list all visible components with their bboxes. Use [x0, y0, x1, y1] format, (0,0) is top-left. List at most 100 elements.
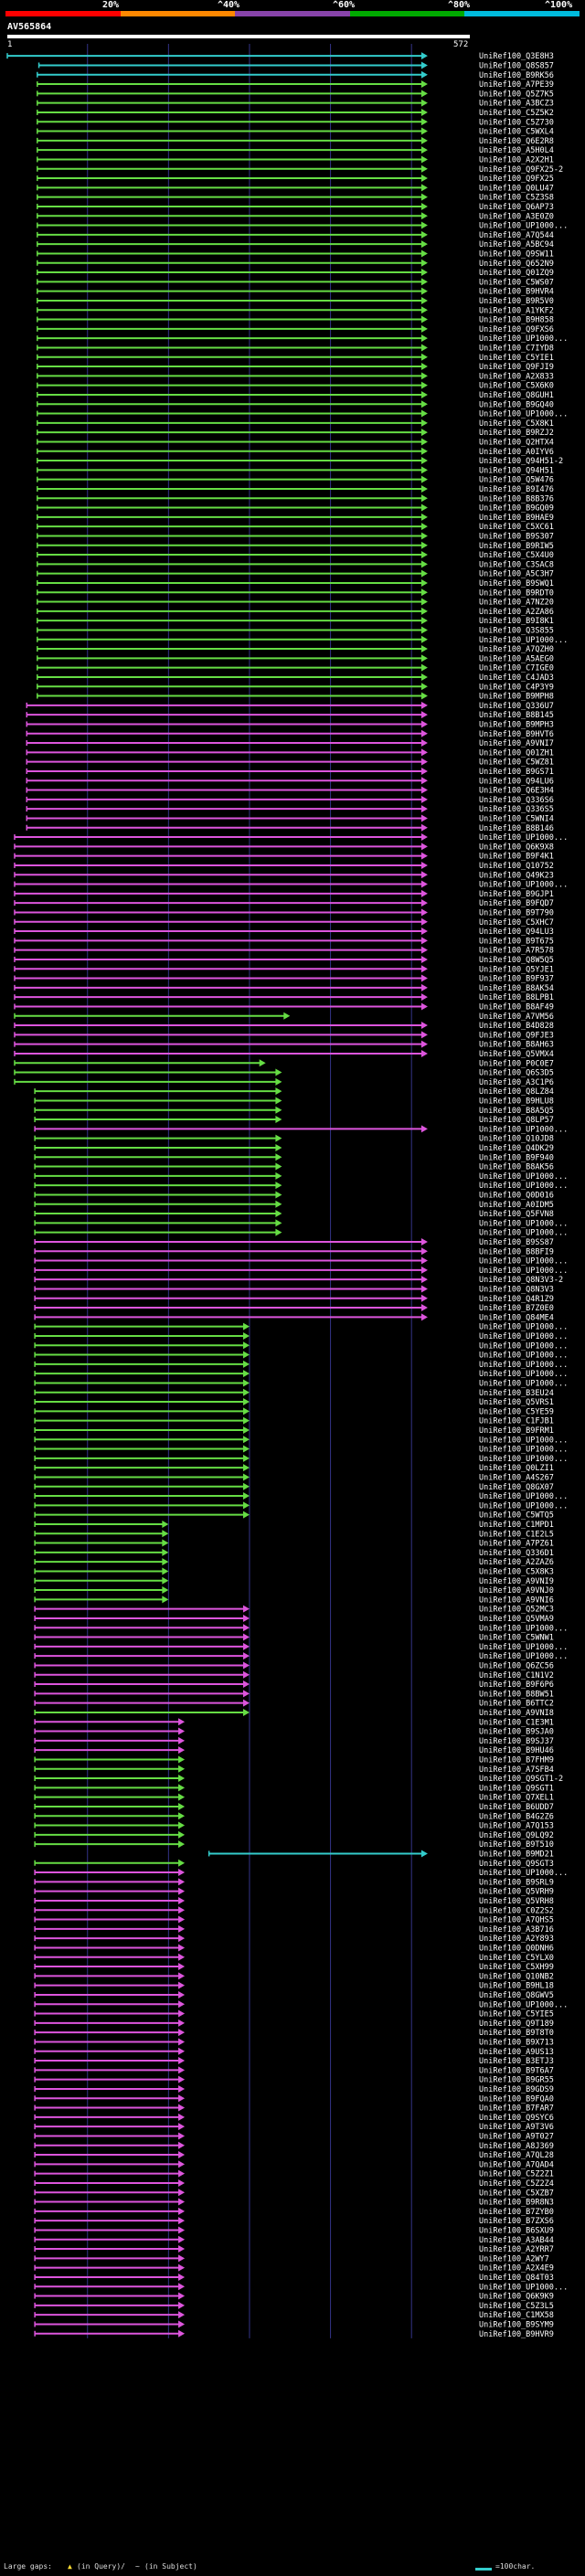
hit-label[interactable]: UniRef100_C5Z5K2	[479, 109, 554, 118]
hit-label[interactable]: UniRef100_A2Y893	[479, 1935, 554, 1944]
hit-label[interactable]: UniRef100_Q652N9	[479, 260, 554, 269]
hit-row[interactable]: UniRef100_B9SYM9	[34, 2320, 554, 2329]
hit-row[interactable]: UniRef100_C5YIE5	[34, 2009, 554, 2019]
hit-label[interactable]: UniRef100_C5X8K3	[479, 1567, 554, 1576]
hit-row[interactable]: UniRef100_C5YE59	[34, 1407, 554, 1416]
hit-row[interactable]: UniRef100_A7PE39	[37, 80, 554, 90]
hit-row[interactable]: UniRef100_Q94H51-2	[37, 457, 563, 466]
hit-row[interactable]: UniRef100_C5XC61	[37, 523, 554, 532]
hit-row[interactable]: UniRef100_Q8LZ84	[34, 1087, 554, 1097]
hit-row[interactable]: UniRef100_UP1000...	[34, 1869, 568, 1878]
hit-label[interactable]: UniRef100_C5Z3S8	[479, 194, 554, 203]
hit-row[interactable]: UniRef100_A7QHS5	[34, 1915, 554, 1925]
hit-label[interactable]: UniRef100_C5XC61	[479, 523, 554, 532]
hit-label[interactable]: UniRef100_Q4DK29	[479, 1144, 554, 1153]
hit-label[interactable]: UniRef100_UP1000...	[479, 1643, 568, 1652]
hit-row[interactable]: UniRef100_B8LPB1	[14, 993, 554, 1002]
hit-row[interactable]: UniRef100_Q5YJE1	[14, 965, 554, 974]
hit-label[interactable]: UniRef100_B7Z0E0	[479, 1304, 554, 1313]
hit-label[interactable]: UniRef100_B9HU46	[479, 1746, 554, 1755]
hit-row[interactable]: UniRef100_B7Z0E0	[34, 1304, 554, 1313]
hit-row[interactable]: UniRef100_Q5FVN8	[34, 1210, 554, 1219]
hit-label[interactable]: UniRef100_B8AF49	[479, 1002, 554, 1012]
hit-row[interactable]: UniRef100_C5Z730	[37, 118, 554, 127]
hit-label[interactable]: UniRef100_A0IDM5	[479, 1201, 554, 1210]
hit-row[interactable]: UniRef100_Q0LZI1	[34, 1464, 554, 1473]
hit-row[interactable]: UniRef100_B8B146	[26, 823, 554, 833]
hit-row[interactable]: UniRef100_UP1000...	[34, 1379, 568, 1388]
hit-label[interactable]: UniRef100_A7Q544	[479, 231, 554, 240]
hit-row[interactable]: UniRef100_B6UDD7	[34, 1802, 554, 1812]
hit-row[interactable]: UniRef100_Q8GWV5	[34, 1990, 554, 2000]
hit-row[interactable]: UniRef100_B9RZJ2	[37, 429, 554, 438]
hit-row[interactable]: UniRef100_Q84ME4	[34, 1313, 554, 1322]
hit-label[interactable]: UniRef100_B8B145	[479, 711, 554, 720]
hit-row[interactable]: UniRef100_B4D828	[14, 1022, 554, 1031]
hit-label[interactable]: UniRef100_UP1000...	[479, 334, 568, 344]
hit-row[interactable]: UniRef100_B9HVT6	[26, 729, 554, 739]
hit-label[interactable]: UniRef100_UP1000...	[479, 1455, 568, 1464]
hit-row[interactable]: UniRef100_B7ZYB0	[34, 2207, 554, 2217]
hit-label[interactable]: UniRef100_B9FRM1	[479, 1426, 554, 1436]
hit-row[interactable]: UniRef100_B8BFI9	[34, 1247, 554, 1256]
hit-label[interactable]: UniRef100_UP1000...	[479, 2000, 568, 2009]
hit-label[interactable]: UniRef100_A9VNJ0	[479, 1586, 554, 1595]
hit-row[interactable]: UniRef100_Q6K9K9	[34, 2292, 554, 2302]
hit-row[interactable]: UniRef100_Q6AP73	[37, 202, 554, 212]
hit-label[interactable]: UniRef100_Q0LU47	[479, 184, 554, 193]
hit-label[interactable]: UniRef100_Q336S5	[479, 805, 554, 814]
hit-label[interactable]: UniRef100_C4P3Y9	[479, 683, 554, 692]
hit-label[interactable]: UniRef100_Q6E2R8	[479, 137, 554, 146]
hit-label[interactable]: UniRef100_B9F6P6	[479, 1680, 554, 1690]
hit-label[interactable]: UniRef100_A7QAD4	[479, 2160, 554, 2169]
hit-row[interactable]: UniRef100_A7Q153	[34, 1821, 554, 1831]
hit-row[interactable]: UniRef100_B9T790	[14, 908, 554, 917]
hit-label[interactable]: UniRef100_B9F937	[479, 975, 554, 984]
hit-label[interactable]: UniRef100_B9SYM9	[479, 2320, 554, 2329]
hit-label[interactable]: UniRef100_A9US13	[479, 2048, 554, 2057]
hit-label[interactable]: UniRef100_B8AK54	[479, 984, 554, 993]
hit-row[interactable]: UniRef100_C1N1V2	[34, 1670, 554, 1680]
hit-label[interactable]: UniRef100_B7FHM9	[479, 1755, 554, 1765]
hit-label[interactable]: UniRef100_C1MX58	[479, 2311, 554, 2320]
hit-label[interactable]: UniRef100_B9F940	[479, 1153, 554, 1162]
hit-label[interactable]: UniRef100_A2ZAZ6	[479, 1558, 554, 1567]
hit-row[interactable]: UniRef100_C5X6K0	[37, 381, 554, 391]
hit-row[interactable]: UniRef100_C1MPD1	[34, 1520, 554, 1530]
hit-row[interactable]: UniRef100_Q5VMX4	[14, 1049, 554, 1059]
hit-row[interactable]: UniRef100_A9US13	[34, 2047, 554, 2057]
hit-label[interactable]: UniRef100_B9T790	[479, 908, 554, 917]
hit-label[interactable]: UniRef100_B9GS71	[479, 768, 554, 777]
hit-row[interactable]: UniRef100_B9F4K1	[14, 852, 554, 862]
hit-label[interactable]: UniRef100_B9FQA0	[479, 2094, 554, 2104]
hit-label[interactable]: UniRef100_A7R578	[479, 947, 554, 956]
hit-row[interactable]: UniRef100_Q84T03	[34, 2273, 554, 2283]
hit-row[interactable]: UniRef100_B3ETJ3	[34, 2057, 554, 2066]
hit-label[interactable]: UniRef100_A7PZ61	[479, 1540, 554, 1549]
hit-row[interactable]: UniRef100_A5H0L4	[37, 146, 554, 155]
hit-label[interactable]: UniRef100_UP1000...	[479, 1172, 568, 1182]
hit-label[interactable]: UniRef100_C5XHC7	[479, 918, 554, 928]
hit-label[interactable]: UniRef100_Q0DNH6	[479, 1944, 554, 1953]
hit-label[interactable]: UniRef100_C5WS07	[479, 278, 554, 287]
hit-row[interactable]: UniRef100_C5XH99	[34, 1963, 554, 1972]
hit-label[interactable]: UniRef100_B9X713	[479, 2038, 554, 2047]
hit-label[interactable]: UniRef100_B9T6A7	[479, 2066, 554, 2075]
hit-label[interactable]: UniRef100_Q336S6	[479, 796, 554, 805]
hit-label[interactable]: UniRef100_C5YIE1	[479, 354, 554, 363]
hit-label[interactable]: UniRef100_Q94LU6	[479, 777, 554, 786]
hit-row[interactable]: UniRef100_C5WZ81	[26, 758, 554, 768]
hit-row[interactable]: UniRef100_B8BW51	[34, 1690, 554, 1699]
hit-row[interactable]: UniRef100_B9T510	[34, 1840, 554, 1850]
hit-row[interactable]: UniRef100_A9VNJ0	[34, 1586, 554, 1595]
hit-row[interactable]: UniRef100_C5XZB7	[34, 2189, 554, 2198]
hit-row[interactable]: UniRef100_Q9SGT3	[34, 1859, 554, 1869]
hit-label[interactable]: UniRef100_Q3S855	[479, 626, 554, 635]
hit-row[interactable]: UniRef100_B9FQD7	[14, 899, 554, 908]
hit-label[interactable]: UniRef100_Q9SGT1	[479, 1784, 554, 1793]
hit-row[interactable]: UniRef100_Q336S5	[26, 805, 554, 814]
hit-label[interactable]: UniRef100_Q336U7	[479, 702, 554, 711]
hit-row[interactable]: UniRef100_UP1000...	[34, 1256, 568, 1267]
hit-row[interactable]: UniRef100_C5WTQ5	[34, 1511, 554, 1521]
hit-label[interactable]: UniRef100_B7FAR7	[479, 2104, 554, 2114]
